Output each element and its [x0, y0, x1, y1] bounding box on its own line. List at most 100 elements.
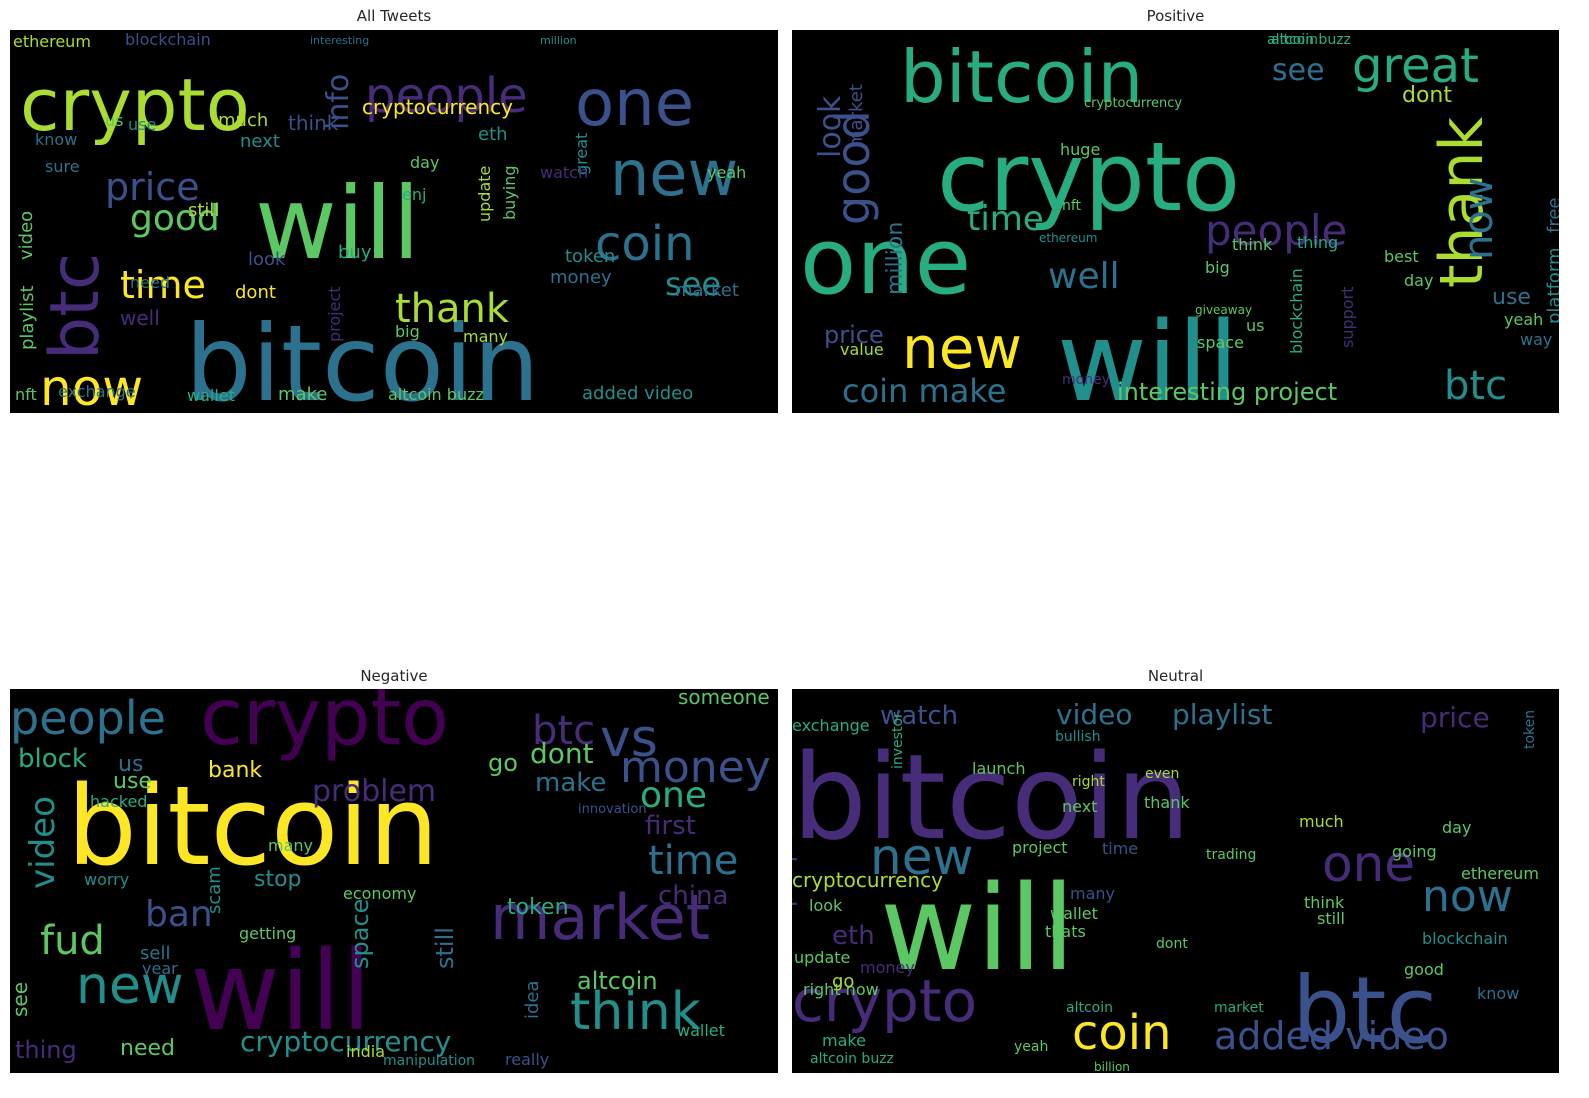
word-cryptocurrency: cryptocurrency: [362, 95, 513, 119]
word-use: use: [113, 769, 152, 794]
word-coin: coin: [595, 216, 695, 272]
word-us: us: [118, 752, 143, 777]
wordcloud-negative: Negative bitcoin will crypto market people vs…: [10, 660, 778, 1080]
word-bitcoin: bitcoin: [900, 35, 1143, 119]
word-exchange: exchange: [58, 382, 136, 401]
word-sure: sure: [45, 157, 80, 176]
word-playlist: playlist: [1172, 698, 1272, 731]
word-know: know: [35, 130, 77, 149]
word-nft: nft: [1062, 198, 1082, 214]
word-innovation: innovation: [578, 802, 647, 817]
word-right: right: [1072, 774, 1105, 790]
word-playlist: playlist: [17, 285, 38, 350]
word-added-video: added video: [582, 383, 693, 404]
word-well: well: [120, 306, 160, 330]
word-know: know: [1477, 984, 1519, 1003]
word-bullish: bullish: [1055, 729, 1101, 745]
word-worry: worry: [84, 870, 129, 889]
word-thank: thank: [395, 286, 510, 332]
word-wallet: wallet: [187, 386, 235, 405]
word-us: us: [105, 111, 123, 130]
word-good: good: [130, 198, 220, 239]
word-investor: investor: [890, 712, 906, 769]
word-crypto: crypto: [792, 967, 977, 1035]
word-big: big: [395, 322, 420, 341]
word-bitcoin: bitcoin: [792, 728, 1191, 866]
word-video: video: [16, 211, 37, 260]
word-one: one: [575, 67, 694, 141]
word-crypto: crypto: [937, 123, 1240, 233]
word-wallet: wallet: [1050, 904, 1098, 923]
word-china: china: [658, 881, 728, 911]
word-many: many: [1070, 884, 1115, 903]
word-enj: enj: [402, 185, 426, 204]
word-yeah: yeah: [707, 163, 746, 182]
word-one: one: [800, 208, 971, 315]
word-dont: dont: [235, 282, 276, 303]
word-going: going: [1392, 842, 1437, 861]
word-time: time: [967, 199, 1044, 239]
word-ethereum: ethereum: [1039, 231, 1097, 245]
word-cryptocurrency: cryptocurrency: [240, 1025, 451, 1058]
word-best: best: [1384, 247, 1419, 266]
word-nft: nft: [15, 385, 37, 404]
word-btc: btc: [1444, 363, 1507, 409]
word-blockchain: blockchain: [125, 30, 211, 49]
word-will: will: [190, 927, 372, 1055]
word-getting: getting: [239, 924, 296, 943]
word-good: good: [826, 110, 880, 225]
word-see: see: [10, 982, 32, 1017]
word-block: block: [18, 744, 87, 774]
word-altcoin-buzz: altcoin buzz: [810, 1051, 894, 1067]
word-look: look: [813, 95, 848, 158]
word-update: update: [794, 948, 850, 967]
word-market: market: [846, 84, 867, 148]
word-still: still: [188, 200, 219, 221]
word-will: will: [1057, 298, 1239, 413]
word-people: people: [10, 691, 166, 745]
word-now: now: [1456, 177, 1502, 260]
wordcloud-neutral: Neutral bitcoin will btc crypto new one coin no…: [792, 660, 1559, 1080]
word-token: token: [507, 895, 569, 920]
word-big: big: [1205, 258, 1230, 277]
word-market: market: [1214, 1000, 1264, 1016]
word-crypto: crypto: [20, 63, 250, 147]
word-well: well: [1048, 256, 1120, 297]
word-see: see: [665, 265, 721, 303]
word-btc: btc: [532, 708, 595, 754]
word-video: video: [1056, 698, 1132, 731]
panel-title: Neutral: [1147, 667, 1204, 685]
word-right-now: right now: [803, 980, 879, 999]
panel-title: All Tweets: [356, 7, 432, 25]
word-people: people: [1205, 206, 1347, 255]
word-money: money: [620, 742, 771, 793]
word-value: value: [840, 340, 884, 359]
word-need: need: [120, 1036, 175, 1061]
word-money: money: [1062, 372, 1110, 388]
word-sell: sell: [140, 943, 170, 964]
word-exchange: exchange: [792, 716, 870, 735]
word-eth: eth: [478, 124, 508, 145]
word-see: see: [1272, 53, 1325, 88]
word-still: still: [431, 927, 459, 969]
word-million: million: [883, 222, 908, 295]
word-thing: thing: [15, 1036, 77, 1064]
word-much: much: [1299, 812, 1344, 831]
word-hacked: hacked: [90, 792, 147, 811]
word-blockchain: blockchain: [1422, 929, 1508, 948]
word-ban: ban: [145, 894, 213, 935]
word-buying: buying: [500, 165, 519, 220]
word-project: project: [325, 286, 344, 342]
word-buy: buy: [338, 242, 372, 263]
word-much: much: [218, 110, 268, 131]
word-many: many: [268, 836, 313, 855]
word-scam: scam: [204, 866, 225, 914]
word-info: info: [321, 74, 356, 130]
word-huge: huge: [1060, 140, 1100, 159]
word-really: really: [505, 1050, 549, 1069]
word-added-video: added video: [1214, 1014, 1449, 1058]
word-coin: coin: [1072, 1005, 1172, 1061]
